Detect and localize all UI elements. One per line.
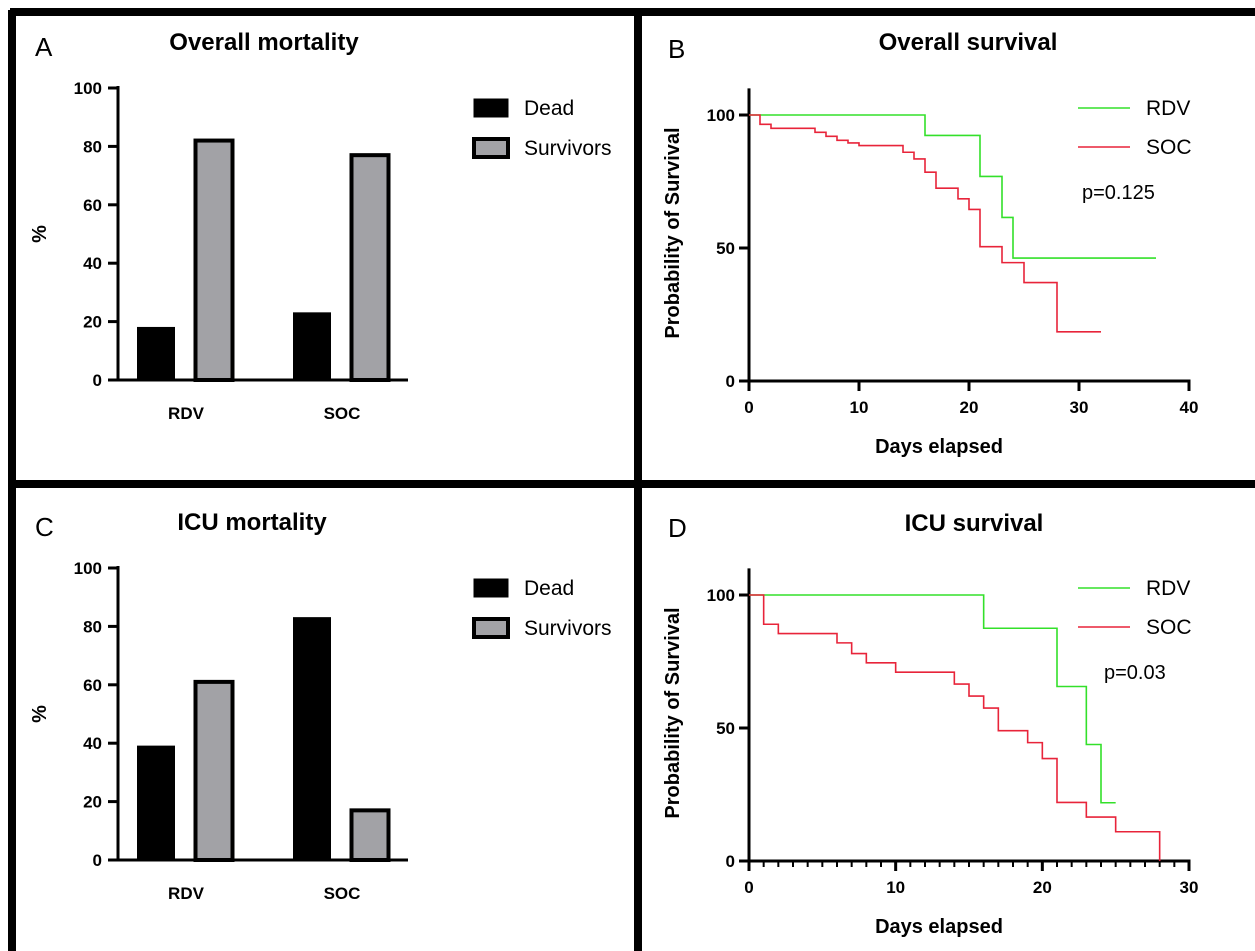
survival-line-soc	[749, 114, 1101, 333]
chart-title: ICU mortality	[177, 509, 327, 536]
y-tick-label: 20	[83, 793, 102, 812]
bar-survivors-soc	[349, 153, 391, 382]
y-tick-label: 60	[83, 676, 102, 695]
x-tick-label: 0	[744, 878, 753, 897]
x-tick-label: 20	[1033, 878, 1052, 897]
y-tick-label: 0	[93, 851, 102, 870]
y-tick-label: 40	[83, 254, 102, 273]
legend-label: Dead	[524, 97, 574, 120]
y-tick-label: 0	[93, 371, 102, 390]
y-tick-label: 20	[83, 313, 102, 332]
survival-chart-panel-d: D ICU survival 0 50 100 0 10 20 30 Days elapsed Pr…	[662, 510, 1198, 938]
y-axis-label: %	[29, 705, 51, 723]
y-axis-label: Probability of Survival	[662, 607, 684, 818]
x-axis-label: Days elapsed	[875, 916, 1003, 938]
legend-label: SOC	[1146, 136, 1192, 159]
y-axis-label: Probability of Survival	[662, 127, 684, 338]
bar-survivors-rdv	[193, 138, 235, 382]
bar-survivors-soc	[349, 808, 391, 862]
x-tick-label: 10	[886, 878, 905, 897]
x-tick-label: 40	[1180, 398, 1199, 417]
legend-label: RDV	[1146, 97, 1190, 120]
panel-letter: C	[35, 512, 54, 542]
legend-label: Survivors	[524, 137, 612, 160]
y-tick-label: 0	[726, 852, 735, 871]
panel-letter: A	[35, 32, 53, 62]
bar-dead-soc	[293, 617, 331, 861]
p-value-annotation: p=0.125	[1082, 182, 1155, 204]
x-tick-label: 0	[744, 398, 753, 417]
legend-swatch-dead	[473, 578, 509, 598]
y-tick-label: 40	[83, 734, 102, 753]
y-tick-label: 60	[83, 196, 102, 215]
y-tick-label: 100	[74, 79, 102, 98]
panel-letter: B	[668, 34, 685, 64]
x-tick-label: 30	[1180, 878, 1199, 897]
y-tick-label: 100	[74, 559, 102, 578]
bar-chart-panel-c: C ICU mortality 0 20 40 60 80 100% RDV SOC Dead Sur…	[29, 509, 612, 903]
chart-title: Overall mortality	[169, 29, 359, 56]
x-tick-label: SOC	[324, 404, 361, 423]
x-tick-label: RDV	[168, 884, 205, 903]
bar-survivors-rdv	[193, 679, 235, 862]
legend-label: Dead	[524, 577, 574, 600]
legend-label: Survivors	[524, 617, 612, 640]
x-tick-label: 30	[1070, 398, 1089, 417]
survival-line-soc	[749, 594, 1161, 861]
bar-dead-rdv	[137, 745, 175, 861]
x-tick-label: 20	[960, 398, 979, 417]
legend-label: SOC	[1146, 616, 1192, 639]
panel-letter: D	[668, 513, 687, 543]
y-tick-label: 50	[716, 719, 735, 738]
bar-dead-soc	[293, 312, 331, 381]
x-tick-label: SOC	[324, 884, 361, 903]
p-value-annotation: p=0.03	[1104, 662, 1166, 684]
bar-dead-rdv	[137, 326, 175, 381]
chart-title: ICU survival	[905, 510, 1044, 537]
survival-chart-panel-b: B Overall survival 0 50 100 0 10 20 30 40 Days ela…	[662, 29, 1198, 458]
legend-swatch-survivors	[472, 617, 510, 639]
y-tick-label: 50	[716, 239, 735, 258]
y-tick-label: 80	[83, 137, 102, 156]
bar-chart-panel-a: A Overall mortality 0 20 40 60 80 100% RDV SOC Dea…	[29, 29, 612, 423]
chart-title: Overall survival	[879, 29, 1058, 56]
y-tick-label: 80	[83, 617, 102, 636]
survival-line-rdv	[749, 114, 1156, 259]
y-tick-label: 0	[726, 372, 735, 391]
x-axis-label: Days elapsed	[875, 436, 1003, 458]
x-tick-label: RDV	[168, 404, 205, 423]
legend-label: RDV	[1146, 577, 1190, 600]
panel-frames	[8, 8, 1255, 951]
y-tick-label: 100	[707, 586, 735, 605]
legend-swatch-survivors	[472, 137, 510, 159]
y-tick-label: 100	[707, 106, 735, 125]
legend-swatch-dead	[473, 98, 509, 118]
y-axis-label: %	[29, 225, 51, 243]
x-tick-label: 10	[850, 398, 869, 417]
survival-line-rdv	[749, 594, 1116, 804]
